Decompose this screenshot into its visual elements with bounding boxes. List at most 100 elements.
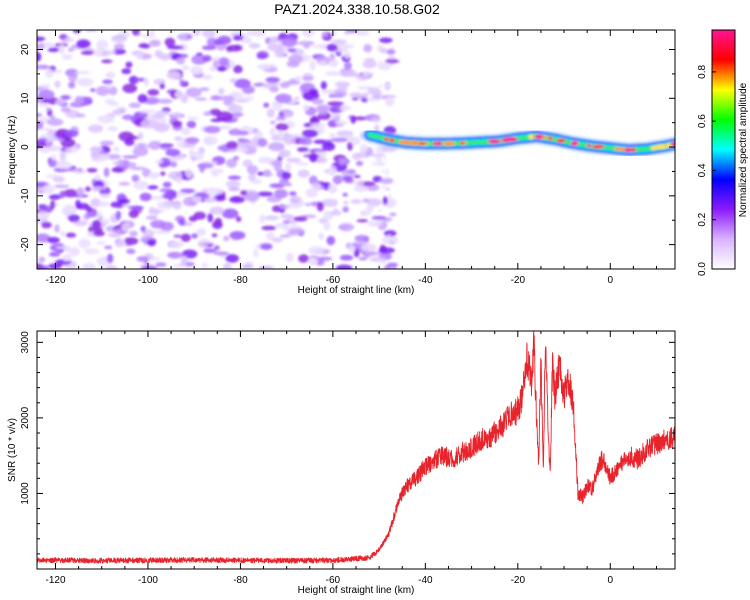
ridge-hotspot [591,144,605,149]
noise-blob [391,100,395,104]
noise-blob [384,264,397,269]
noise-blob [296,147,309,152]
ridge-hotspot [570,140,579,146]
noise-blob [49,114,56,120]
noise-blob [160,146,172,150]
figure-title: PAZ1.2024.338.10.58.G02 [274,1,440,17]
noise-blob [63,204,77,214]
noise-blob [165,148,181,157]
noise-blob [157,98,173,104]
noise-blob [202,30,216,39]
noise-blob [275,116,287,121]
noise-blob [385,97,394,107]
noise-blob [132,146,149,157]
noise-blob [126,248,136,255]
noise-blob [318,60,327,66]
noise-blob [390,211,394,214]
noise-blob [297,40,315,46]
noise-blob [378,60,382,64]
noise-blob [353,116,367,121]
noise-blob [351,152,362,160]
colorbar-tick-label: 0.0 [697,262,708,276]
noise-blob [74,71,92,75]
noise-blob [211,172,218,178]
snr-y-tick-label: 1000 [20,482,31,505]
noise-blob [363,44,373,53]
noise-blob [44,68,54,78]
ridge-hotspot [436,141,443,147]
noise-blob [385,235,389,239]
noise-blob [210,118,223,123]
noise-blob [214,245,220,251]
noise-blob [76,77,94,87]
noise-blob [353,174,361,179]
ridge-hotspot [556,138,566,143]
noise-blob [285,252,294,263]
noise-blob [280,181,289,186]
noise-blob [272,237,283,243]
noise-blob [275,123,289,131]
noise-blob [85,211,94,218]
noise-blob [355,160,364,167]
noise-blob [279,81,290,89]
noise-blob [366,251,381,256]
spectrogram-x-axis-label: Height of straight line (km) [298,285,415,296]
noise-blob [118,182,131,186]
noise-blob [53,184,70,189]
noise-blob [184,168,194,179]
noise-blob [257,191,274,197]
noise-blob [102,79,113,85]
noise-blob [386,48,396,55]
noise-blob [122,83,138,94]
noise-blob [122,155,139,159]
noise-blob [275,93,292,104]
noise-blob [153,123,170,133]
noise-blob [378,209,382,212]
noise-blob [219,95,235,102]
noise-blob [130,166,147,170]
noise-blob [124,237,139,245]
noise-blob [328,165,337,176]
noise-blob [325,71,342,76]
ridge-hotspot [586,143,592,148]
noise-blob [382,185,386,189]
spectrogram-x-tick-label: -100 [138,275,158,286]
noise-blob [343,61,352,70]
noise-blob [201,263,209,269]
noise-blob [54,224,60,233]
noise-blob [236,130,249,136]
noise-blob [50,154,57,161]
noise-blob [64,129,79,138]
noise-blob [166,71,181,80]
noise-blob [62,54,73,60]
noise-blob [107,232,122,238]
noise-blob [196,228,207,236]
noise-blob [332,175,343,185]
noise-blob [154,49,164,58]
noise-blob [172,200,182,210]
noise-blob [288,191,297,196]
noise-blob [127,162,137,167]
noise-blob [329,132,336,140]
spectrogram-x-tick-label: -80 [233,275,248,286]
noise-blob [301,129,319,138]
noise-blob [368,90,383,96]
noise-blob [253,249,259,258]
noise-blob [115,239,126,248]
noise-blob [366,204,374,212]
ridge-hotspot [432,141,438,146]
ridge-hotspot [670,141,675,147]
noise-blob [265,76,280,83]
noise-blob [156,143,174,148]
noise-blob [245,39,253,43]
noise-blob [180,233,191,242]
noise-blob [170,161,178,168]
noise-blob [379,163,383,166]
noise-blob [143,77,150,87]
spectrogram-x-tick-label: 0 [607,275,613,286]
colorbar-tick-label: 0.8 [697,64,708,78]
noise-blob [361,243,378,253]
noise-blob [141,34,157,38]
noise-blob [202,74,213,80]
noise-blob [298,254,309,263]
